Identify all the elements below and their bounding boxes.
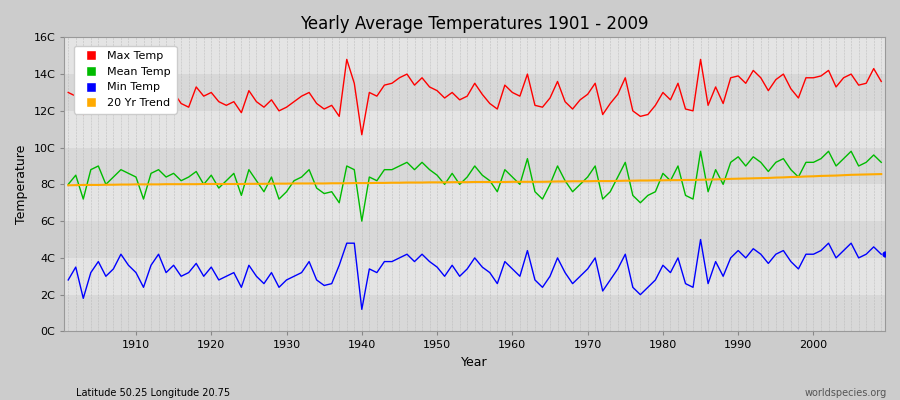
Bar [65, 184, 885, 221]
Bar [65, 295, 885, 332]
X-axis label: Year: Year [462, 356, 488, 369]
Bar [65, 148, 885, 184]
Text: worldspecies.org: worldspecies.org [805, 388, 886, 398]
Y-axis label: Temperature: Temperature [15, 145, 28, 224]
Bar [65, 258, 885, 295]
Text: Latitude 50.25 Longitude 20.75: Latitude 50.25 Longitude 20.75 [76, 388, 230, 398]
Legend: Max Temp, Mean Temp, Min Temp, 20 Yr Trend: Max Temp, Mean Temp, Min Temp, 20 Yr Tre… [74, 46, 176, 114]
Title: Yearly Average Temperatures 1901 - 2009: Yearly Average Temperatures 1901 - 2009 [301, 15, 649, 33]
Bar [65, 221, 885, 258]
Bar [65, 74, 885, 111]
Bar [65, 37, 885, 74]
Bar [65, 111, 885, 148]
